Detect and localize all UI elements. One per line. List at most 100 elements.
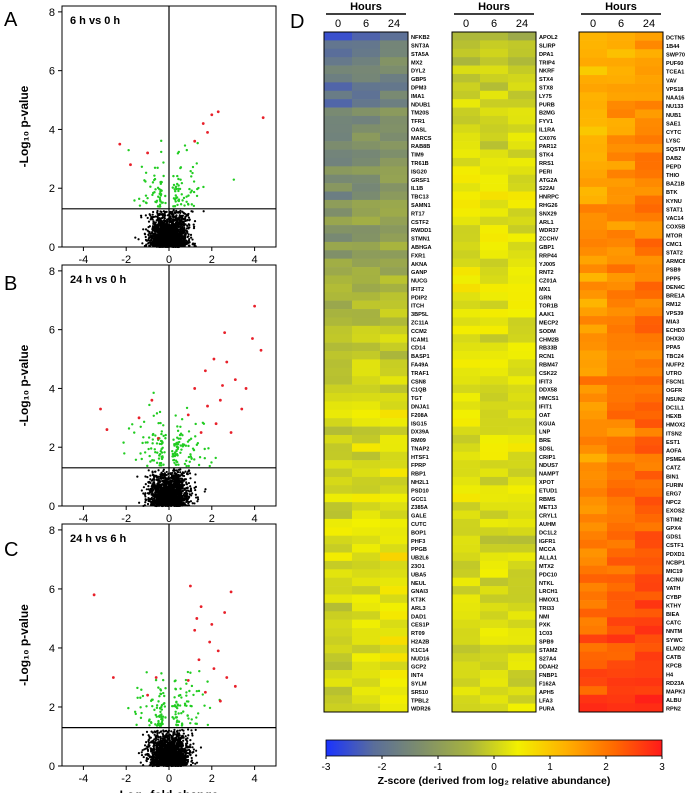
point-ns	[158, 237, 161, 240]
point-ns	[163, 226, 166, 229]
point-ns	[194, 762, 197, 765]
point-ns	[152, 488, 155, 491]
point-sig	[152, 178, 156, 182]
point-sig	[177, 150, 181, 154]
point-ns	[160, 502, 163, 505]
point-sig	[146, 196, 149, 200]
point-ns	[176, 219, 179, 222]
point-ns	[187, 495, 191, 498]
point-strong	[223, 331, 227, 334]
point-ns	[154, 470, 157, 473]
point-ns	[181, 242, 184, 246]
point-ns	[172, 490, 175, 494]
point-ns	[169, 231, 172, 234]
point-ns	[149, 478, 152, 481]
point-sig	[162, 434, 165, 438]
point-ns	[141, 242, 144, 245]
point-sig	[210, 461, 213, 464]
point-sig	[188, 187, 191, 191]
point-ns	[177, 230, 180, 233]
point-ns	[171, 226, 174, 230]
point-strong	[193, 139, 197, 143]
point-ns	[156, 502, 160, 505]
point-sig	[164, 437, 167, 440]
point-sig	[158, 442, 162, 446]
point-strong	[216, 110, 220, 114]
point-ns	[175, 494, 178, 497]
point-ns	[182, 729, 185, 732]
point-sig	[133, 431, 136, 434]
point-ns	[164, 490, 167, 493]
point-ns	[156, 484, 159, 488]
point-ns	[191, 502, 194, 505]
point-ns	[147, 488, 150, 491]
point-ns	[180, 220, 183, 223]
point-sig	[180, 193, 183, 196]
point-ns	[186, 497, 189, 500]
point-sig	[176, 429, 180, 433]
point-ns	[182, 483, 186, 487]
point-ns	[148, 225, 151, 228]
point-sig	[151, 438, 155, 441]
point-ns	[194, 728, 197, 731]
point-strong	[199, 431, 203, 434]
y-tick-label: 2	[49, 183, 55, 195]
point-ns	[150, 236, 153, 239]
point-sig	[149, 447, 153, 450]
point-sig	[181, 434, 184, 437]
point-ns	[178, 495, 181, 498]
point-sig	[137, 197, 141, 201]
point-ns	[170, 484, 173, 487]
point-ns	[162, 213, 165, 216]
point-ns	[161, 733, 165, 736]
point-ns	[163, 493, 166, 496]
point-ns	[155, 233, 158, 236]
point-sig	[159, 190, 162, 194]
point-ns	[145, 756, 148, 760]
point-sig	[162, 161, 165, 164]
point-sig	[183, 462, 187, 466]
point-ns	[189, 233, 193, 236]
point-ns	[142, 228, 145, 231]
point-ns	[160, 219, 163, 223]
point-sig	[133, 199, 136, 202]
point-strong	[206, 404, 209, 408]
y-tick-label: 8	[49, 7, 55, 19]
point-ns	[148, 245, 152, 248]
point-strong	[261, 116, 265, 120]
panel-letter: C	[4, 539, 18, 561]
point-sig	[164, 201, 167, 205]
point-sig	[131, 423, 134, 426]
x-tick-label: 4	[252, 513, 258, 525]
point-strong	[259, 348, 263, 352]
point-ns	[153, 475, 156, 479]
point-sig	[181, 199, 184, 202]
point-ns	[179, 496, 182, 500]
point-ns	[154, 735, 157, 738]
point-ns	[156, 476, 159, 479]
point-ns	[162, 230, 166, 233]
point-sig	[185, 406, 189, 410]
point-ns	[185, 481, 188, 484]
point-ns	[204, 488, 207, 491]
point-ns	[172, 483, 176, 486]
point-ns	[185, 243, 188, 246]
point-ns	[184, 478, 187, 481]
point-ns	[179, 483, 182, 487]
point-sig	[174, 185, 178, 188]
point-sig	[179, 166, 182, 170]
point-sig	[173, 188, 176, 191]
point-ns	[173, 728, 176, 731]
point-ns	[144, 235, 147, 239]
point-sig	[186, 440, 190, 443]
y-tick-label: 4	[49, 124, 55, 136]
point-ns	[187, 489, 190, 492]
point-sig	[184, 444, 188, 447]
point-ns	[159, 487, 162, 490]
point-ns	[148, 213, 151, 216]
point-ns	[186, 486, 189, 489]
point-ns	[183, 496, 186, 500]
point-ns	[174, 222, 177, 225]
